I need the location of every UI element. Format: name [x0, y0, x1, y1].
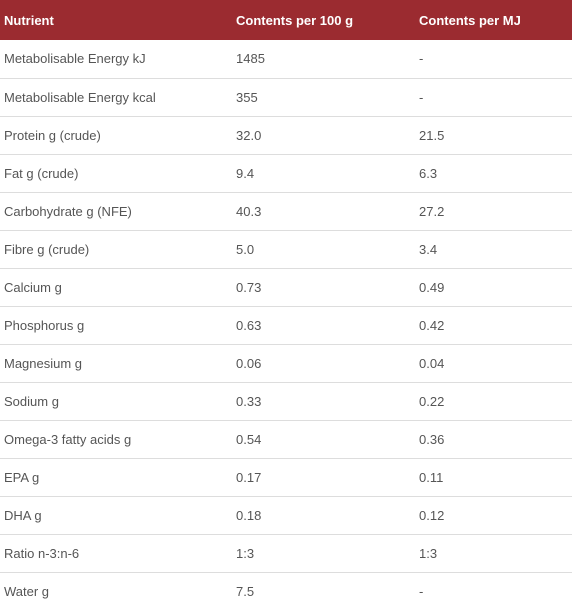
- cell-per-mj: 27.2: [415, 192, 572, 231]
- table-row: Omega-3 fatty acids g 0.54 0.36: [0, 420, 572, 459]
- cell-nutrient: DHA g: [0, 496, 232, 535]
- cell-per-mj: -: [415, 40, 572, 79]
- header-contents-per-100g: Contents per 100 g: [232, 0, 415, 40]
- cell-nutrient: Fat g (crude): [0, 154, 232, 193]
- table-row: Protein g (crude) 32.0 21.5: [0, 116, 572, 155]
- cell-per-100g: 1485: [232, 40, 415, 79]
- cell-per-mj: 21.5: [415, 116, 572, 155]
- cell-per-100g: 5.0: [232, 230, 415, 269]
- cell-per-mj: 0.22: [415, 382, 572, 421]
- table-row: Calcium g 0.73 0.49: [0, 268, 572, 307]
- table-row: Magnesium g 0.06 0.04: [0, 344, 572, 383]
- table-row: Water g 7.5 -: [0, 572, 572, 610]
- cell-per-100g: 40.3: [232, 192, 415, 231]
- cell-per-100g: 0.17: [232, 458, 415, 497]
- cell-per-mj: 0.42: [415, 306, 572, 345]
- table-row: Fat g (crude) 9.4 6.3: [0, 154, 572, 193]
- cell-nutrient: Fibre g (crude): [0, 230, 232, 269]
- cell-per-100g: 355: [232, 78, 415, 117]
- cell-nutrient: Omega-3 fatty acids g: [0, 420, 232, 459]
- cell-per-100g: 9.4: [232, 154, 415, 193]
- cell-per-mj: -: [415, 78, 572, 117]
- cell-per-100g: 0.73: [232, 268, 415, 307]
- cell-per-mj: -: [419, 583, 424, 599]
- table-header: Nutrient Contents per 100 g Contents per…: [0, 0, 572, 40]
- table-row: Fibre g (crude) 5.0 3.4: [0, 230, 572, 269]
- cell-per-mj: 0.12: [415, 496, 572, 535]
- table-row: Metabolisable Energy kJ 1485-: [0, 40, 572, 79]
- cell-nutrient: Protein g (crude): [0, 116, 232, 155]
- header-contents-per-mj: Contents per MJ: [415, 0, 572, 40]
- cell-nutrient: Sodium g: [0, 382, 232, 421]
- cell-nutrient: Carbohydrate g (NFE): [0, 192, 232, 231]
- cell-per-100g: 7.5: [236, 583, 255, 599]
- table-row: Ratio n-3:n-6 1:3 1:3: [0, 534, 572, 573]
- cell-nutrient: Metabolisable Energy kJ: [0, 40, 232, 79]
- cell-per-100g: 0.33: [232, 382, 415, 421]
- table-row: EPA g 0.17 0.11: [0, 458, 572, 497]
- cell-nutrient: Water g: [4, 583, 50, 599]
- cell-per-100g: 0.18: [232, 496, 415, 535]
- table-row: Sodium g 0.33 0.22: [0, 382, 572, 421]
- header-nutrient: Nutrient: [0, 0, 232, 40]
- table-row: DHA g 0.18 0.12: [0, 496, 572, 535]
- cell-nutrient: Magnesium g: [0, 344, 232, 383]
- cell-per-mj: 0.11: [415, 458, 572, 497]
- table-row: Metabolisable Energy kcal 355-: [0, 78, 572, 117]
- cell-nutrient: Ratio n-3:n-6: [0, 534, 232, 573]
- table-row: Phosphorus g 0.63 0.42: [0, 306, 572, 345]
- cell-nutrient: Phosphorus g: [0, 306, 232, 345]
- cell-per-mj: 3.4: [415, 230, 572, 269]
- header-row: Nutrient Contents per 100 g Contents per…: [0, 0, 572, 40]
- table-body: Metabolisable Energy kJ 1485- Metabolisabl…: [0, 40, 572, 610]
- cell-per-mj: 1:3: [415, 534, 572, 573]
- cell-nutrient: EPA g: [0, 458, 232, 497]
- cell-per-mj: 0.04: [415, 344, 572, 383]
- cell-nutrient: Calcium g: [0, 268, 232, 307]
- table-row: Carbohydrate g (NFE) 40.3 27.2: [0, 192, 572, 231]
- cell-per-mj: 0.36: [415, 420, 572, 459]
- cell-per-100g: 1:3: [232, 534, 415, 573]
- cell-per-100g: 0.54: [232, 420, 415, 459]
- cell-per-100g: 0.06: [232, 344, 415, 383]
- cell-per-mj: 0.49: [415, 268, 572, 307]
- cell-per-mj: 6.3: [415, 154, 572, 193]
- cell-per-100g: 32.0: [232, 116, 415, 155]
- cell-per-100g: 0.63: [232, 306, 415, 345]
- cell-nutrient: Metabolisable Energy kcal: [0, 78, 232, 117]
